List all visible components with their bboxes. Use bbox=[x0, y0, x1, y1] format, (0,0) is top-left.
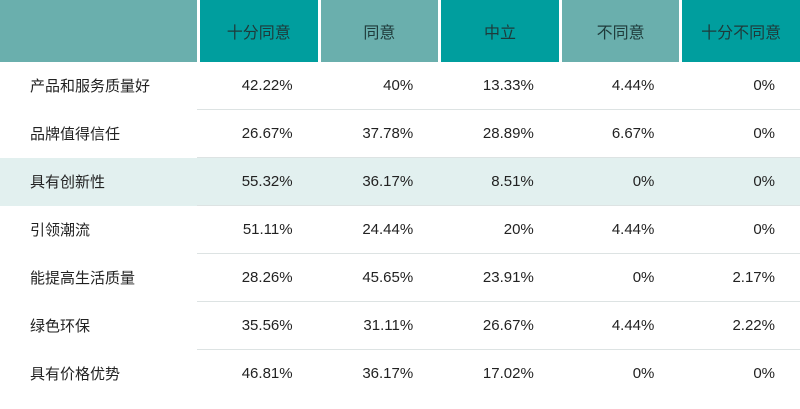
header-agree: 同意 bbox=[317, 0, 439, 62]
cell-value: 0% bbox=[558, 158, 680, 206]
header-blank bbox=[0, 0, 197, 62]
row-label: 能提高生活质量 bbox=[30, 270, 136, 287]
table-row: 能提高生活质量 28.26% 45.65% 23.91% 0% 2.17% bbox=[0, 254, 800, 302]
table-row: 具有价格优势 46.81% 36.17% 17.02% 0% 0% bbox=[0, 350, 800, 397]
cell-value: 0% bbox=[679, 62, 800, 110]
cell-value: 0% bbox=[632, 365, 655, 382]
header-strongly-agree: 十分同意 bbox=[197, 0, 318, 62]
row-label: 引领潮流 bbox=[30, 222, 91, 239]
cell-value: 28.26% bbox=[197, 254, 318, 302]
cell-value: 26.67% bbox=[438, 302, 559, 350]
cell-value: 36.17% bbox=[362, 365, 414, 382]
cell-value: 0% bbox=[679, 206, 800, 254]
cell-value: 4.44% bbox=[558, 62, 680, 110]
cell-value: 46.81% bbox=[241, 365, 293, 382]
row-label: 品牌值得信任 bbox=[30, 126, 121, 143]
cell-value: 36.17% bbox=[317, 158, 439, 206]
header-neutral: 中立 bbox=[438, 0, 559, 62]
cell-value: 6.67% bbox=[558, 110, 680, 158]
cell-value: 28.89% bbox=[438, 110, 559, 158]
cell-value: 0% bbox=[679, 158, 800, 206]
cell-value: 55.32% bbox=[197, 158, 318, 206]
cell-value: 0% bbox=[558, 254, 680, 302]
cell-value: 24.44% bbox=[317, 206, 439, 254]
cell-value: 0% bbox=[679, 110, 800, 158]
cell-value: 20% bbox=[438, 206, 559, 254]
cell-value: 4.44% bbox=[558, 206, 680, 254]
cell-value: 17.02% bbox=[482, 365, 534, 382]
row-label: 具有价格优势 bbox=[30, 366, 121, 383]
table-row: 产品和服务质量好 42.22% 40% 13.33% 4.44% 0% bbox=[0, 62, 800, 110]
header-disagree: 不同意 bbox=[558, 0, 680, 62]
cell-value: 2.17% bbox=[679, 254, 800, 302]
row-label: 具有创新性 bbox=[0, 158, 197, 206]
header-row: 十分同意 同意 中立 不同意 十分不同意 bbox=[0, 0, 800, 62]
cell-value: 0% bbox=[753, 365, 775, 382]
cell-value: 31.11% bbox=[317, 302, 439, 350]
row-label: 绿色环保 bbox=[30, 318, 91, 335]
cell-value: 4.44% bbox=[558, 302, 680, 350]
table-row: 引领潮流 51.11% 24.44% 20% 4.44% 0% bbox=[0, 206, 800, 254]
cell-value: 13.33% bbox=[438, 62, 559, 110]
cell-value: 8.51% bbox=[438, 158, 559, 206]
cell-value: 51.11% bbox=[197, 206, 318, 254]
table-row: 品牌值得信任 26.67% 37.78% 28.89% 6.67% 0% bbox=[0, 110, 800, 158]
survey-table: 十分同意 同意 中立 不同意 十分不同意 产品和服务质量好 42.22% 40% 13… bbox=[0, 0, 800, 397]
cell-value: 40% bbox=[317, 62, 439, 110]
cell-value: 23.91% bbox=[438, 254, 559, 302]
table-row: 绿色环保 35.56% 31.11% 26.67% 4.44% 2.22% bbox=[0, 302, 800, 350]
table-row: 具有创新性 55.32% 36.17% 8.51% 0% 0% bbox=[0, 158, 800, 206]
cell-value: 37.78% bbox=[317, 110, 439, 158]
row-label: 产品和服务质量好 bbox=[30, 78, 151, 95]
cell-value: 26.67% bbox=[197, 110, 318, 158]
cell-value: 2.22% bbox=[679, 302, 800, 350]
header-strongly-disagree: 十分不同意 bbox=[679, 0, 800, 62]
cell-value: 42.22% bbox=[197, 62, 318, 110]
cell-value: 45.65% bbox=[317, 254, 439, 302]
cell-value: 35.56% bbox=[197, 302, 318, 350]
